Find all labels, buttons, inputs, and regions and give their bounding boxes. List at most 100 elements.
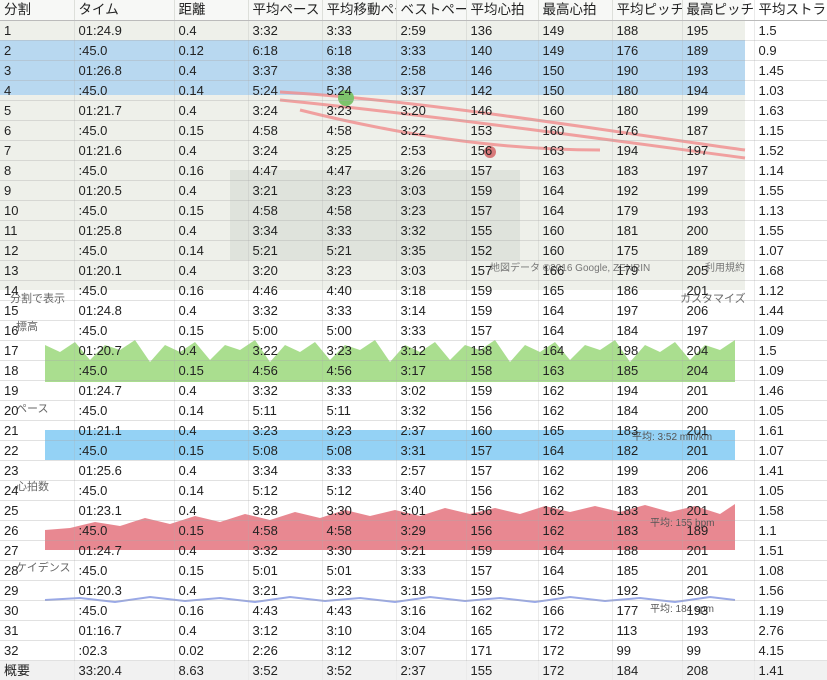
column-header[interactable]: 最高心拍	[538, 0, 612, 21]
table-cell: 1.45	[754, 61, 827, 81]
table-cell: 3:23	[322, 341, 396, 361]
table-cell: 2:53	[396, 141, 466, 161]
table-cell: 01:21.1	[74, 421, 174, 441]
table-cell: 26	[0, 521, 74, 541]
column-header[interactable]: 平均ペース	[248, 0, 322, 21]
table-cell: 17	[0, 341, 74, 361]
table-cell: 1.63	[754, 101, 827, 121]
table-cell: 2:57	[396, 461, 466, 481]
table-cell: 201	[682, 541, 754, 561]
table-cell: 1	[0, 21, 74, 41]
column-header[interactable]: 最高ピッチ	[682, 0, 754, 21]
table-cell: 3:01	[396, 501, 466, 521]
table-cell: 9	[0, 181, 74, 201]
column-header[interactable]: 平均移動ペース	[322, 0, 396, 21]
table-cell: 2:58	[396, 61, 466, 81]
table-cell: 1.19	[754, 601, 827, 621]
summary-cell: 172	[538, 661, 612, 680]
table-cell: 152	[466, 241, 538, 261]
table-cell: 19	[0, 381, 74, 401]
table-cell: 166	[538, 601, 612, 621]
table-cell: 164	[538, 301, 612, 321]
table-cell: 3:37	[396, 81, 466, 101]
table-cell: 01:25.8	[74, 221, 174, 241]
table-cell: 01:24.7	[74, 381, 174, 401]
table-cell: 0.9	[754, 41, 827, 61]
table-cell: 156	[466, 481, 538, 501]
table-cell: 204	[682, 341, 754, 361]
table-cell: 14	[0, 281, 74, 301]
table-cell: 1.12	[754, 281, 827, 301]
table-cell: 8	[0, 161, 74, 181]
column-header[interactable]: 平均心拍	[466, 0, 538, 21]
column-header[interactable]: 平均ストライド	[754, 0, 827, 21]
table-cell: 0.4	[174, 261, 248, 281]
table-cell: 5:21	[248, 241, 322, 261]
column-header[interactable]: ベストペース	[396, 0, 466, 21]
table-cell: 113	[612, 621, 682, 641]
table-cell: 10	[0, 201, 74, 221]
table-cell: 2:37	[396, 421, 466, 441]
table-cell: :45.0	[74, 561, 174, 581]
table-cell: 164	[538, 561, 612, 581]
table-cell: 199	[682, 101, 754, 121]
table-cell: 0.4	[174, 341, 248, 361]
table-cell: 201	[682, 281, 754, 301]
table-cell: 159	[466, 181, 538, 201]
table-cell: 5:24	[248, 81, 322, 101]
table-cell: 3:32	[248, 301, 322, 321]
table-cell: 157	[466, 461, 538, 481]
table-cell: 4:58	[248, 201, 322, 221]
column-header[interactable]: 平均ピッチ	[612, 0, 682, 21]
table-cell: 150	[538, 61, 612, 81]
table-cell: 4:43	[248, 601, 322, 621]
table-cell: 3:33	[396, 321, 466, 341]
table-cell: 3:33	[396, 41, 466, 61]
table-cell: 188	[612, 21, 682, 41]
table-cell: 5:08	[248, 441, 322, 461]
table-cell: 99	[682, 641, 754, 661]
column-header[interactable]: タイム	[74, 0, 174, 21]
column-header[interactable]: 距離	[174, 0, 248, 21]
table-cell: 01:20.3	[74, 581, 174, 601]
table-cell: 184	[612, 401, 682, 421]
column-header[interactable]: 分割	[0, 0, 74, 21]
table-cell: 3:12	[248, 621, 322, 641]
table-cell: 16	[0, 321, 74, 341]
table-cell: 3:18	[396, 281, 466, 301]
